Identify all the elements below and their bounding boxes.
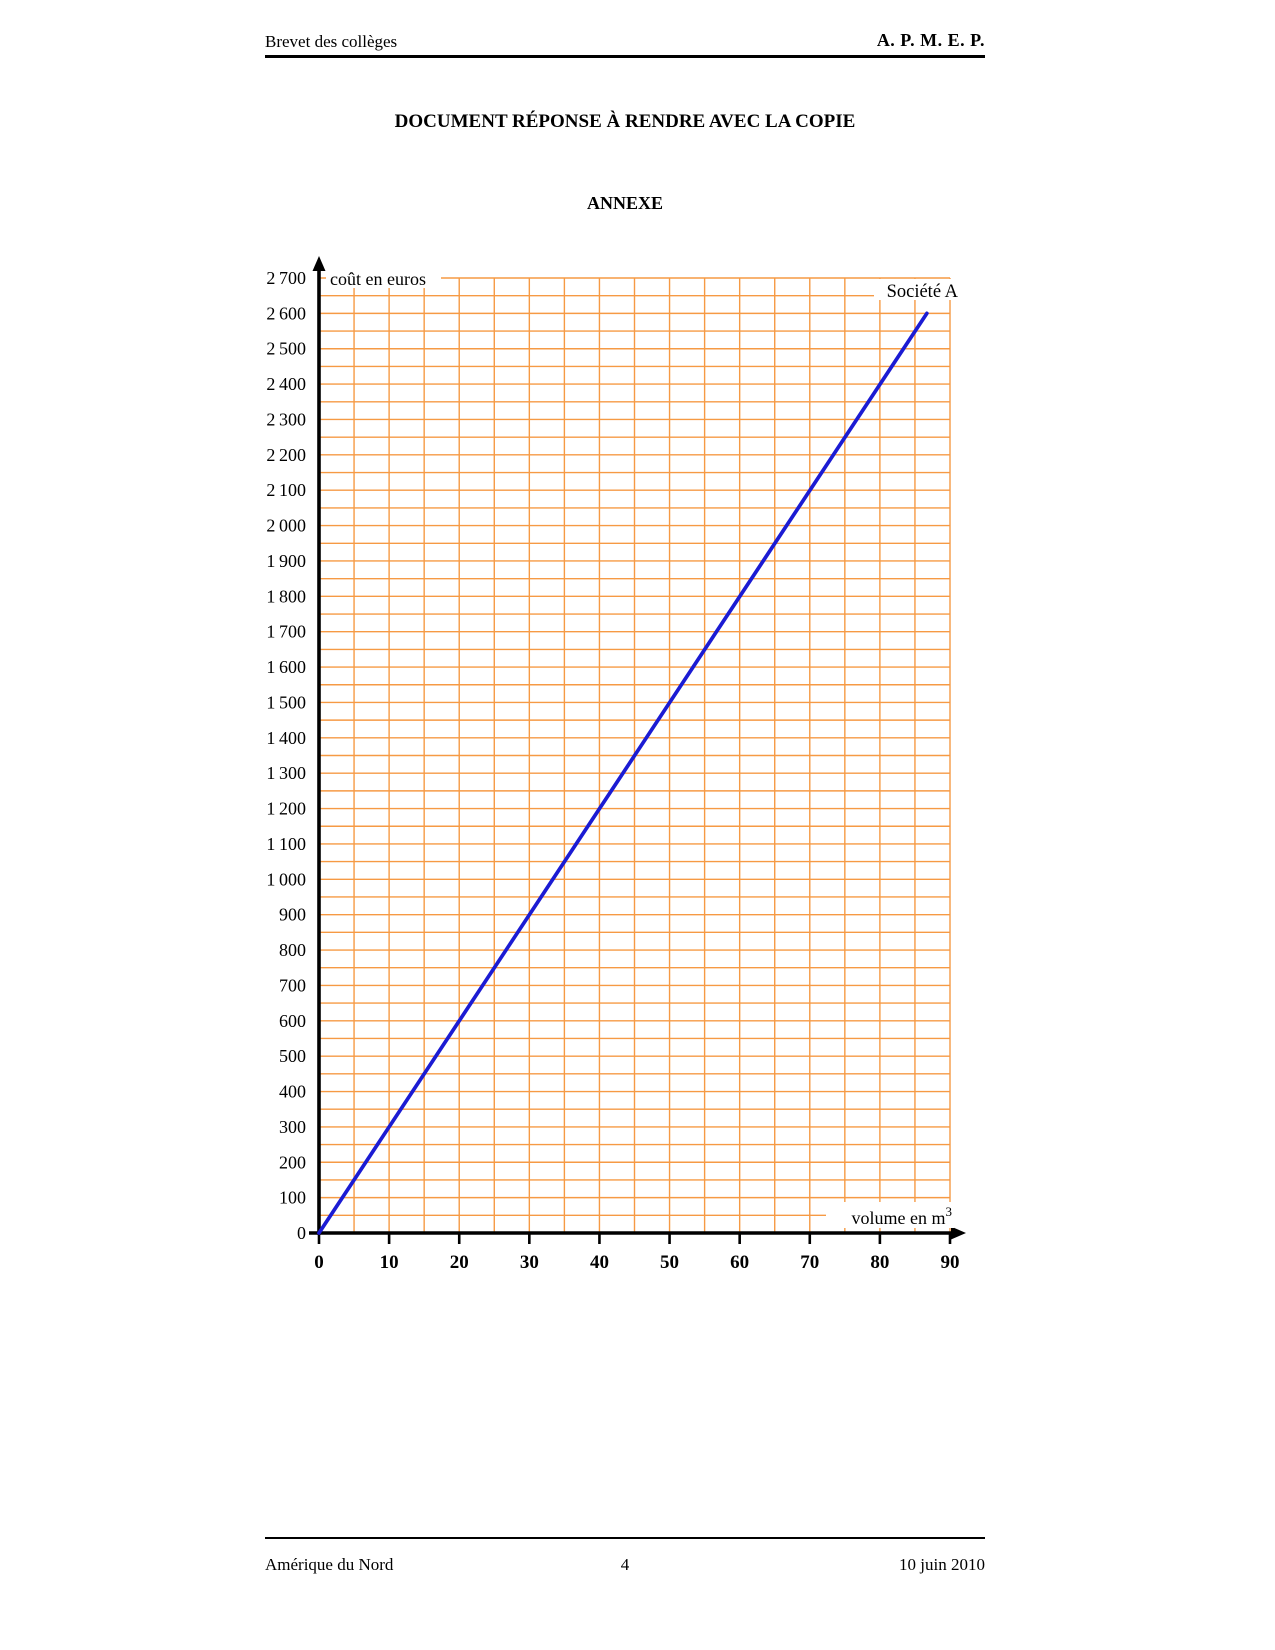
x-axis-title-superscript: 3 <box>946 1204 953 1219</box>
x-axis-arrowhead <box>951 1226 966 1240</box>
y-tick-label: 2 000 <box>266 516 306 536</box>
page-subtitle: ANNEXE <box>586 193 663 213</box>
x-tick-label: 20 <box>450 1252 469 1273</box>
y-axis-title-bg <box>326 268 441 288</box>
y-tick-label: 500 <box>279 1046 306 1066</box>
y-tick-label: 200 <box>279 1152 306 1172</box>
footer-left-text: Amérique du Nord <box>265 1555 394 1574</box>
y-tick-label: 300 <box>279 1117 306 1137</box>
page-title: DOCUMENT RÉPONSE À RENDRE AVEC LA COPIE <box>394 111 856 132</box>
y-tick-label: 1 700 <box>266 622 306 642</box>
series-label-bg <box>874 279 958 300</box>
x-tick-label: 60 <box>730 1252 749 1273</box>
y-tick-label: 1 600 <box>266 657 306 677</box>
y-tick-label: 2 400 <box>266 374 306 394</box>
y-tick-label: 1 400 <box>266 728 306 748</box>
x-tick-label: 0 <box>314 1252 324 1273</box>
y-tick-label: 1 100 <box>266 834 306 854</box>
x-tick-label: 10 <box>380 1252 399 1273</box>
series-label-societe-a: Société A <box>887 282 959 302</box>
footer-right-text: 10 juin 2010 <box>899 1555 985 1574</box>
x-tick-label: 50 <box>660 1252 679 1273</box>
y-tick-label: 2 600 <box>266 303 306 323</box>
y-tick-label: 2 200 <box>266 445 306 465</box>
y-tick-label: 1 000 <box>266 869 306 889</box>
header-right-text: A. P. M. E. P. <box>876 30 985 50</box>
y-tick-label: 900 <box>279 905 306 925</box>
series-line-societe-a <box>317 311 929 1235</box>
y-tick-label: 400 <box>279 1082 306 1102</box>
y-tick-label: 1 200 <box>266 799 306 819</box>
y-tick-label: 600 <box>279 1011 306 1031</box>
y-tick-label: 2 300 <box>266 409 306 429</box>
y-tick-label: 800 <box>279 940 306 960</box>
y-tick-label: 2 500 <box>266 339 306 359</box>
y-tick-label: 1 500 <box>266 692 306 712</box>
x-tick-label: 80 <box>870 1252 889 1273</box>
y-tick-label: 2 100 <box>266 480 306 500</box>
y-tick-label: 0 <box>297 1223 306 1243</box>
y-tick-label: 100 <box>279 1188 306 1208</box>
footer-rule <box>265 1537 985 1539</box>
x-tick-label: 30 <box>520 1252 539 1273</box>
x-axis-title-bg <box>826 1202 954 1228</box>
y-tick-label: 1 300 <box>266 763 306 783</box>
y-axis-title: coût en euros <box>330 269 426 289</box>
footer-page-number: 4 <box>620 1555 630 1574</box>
y-tick-label: 1 800 <box>266 586 306 606</box>
header-rule <box>265 55 985 58</box>
x-axis-title: volume en m3 <box>852 1204 952 1228</box>
y-tick-label: 2 700 <box>266 268 306 288</box>
x-tick-label: 70 <box>800 1252 819 1273</box>
y-axis-arrowhead <box>312 256 326 271</box>
x-tick-label: 90 <box>941 1252 960 1273</box>
header-left-text: Brevet des collèges <box>265 32 398 51</box>
y-tick-label: 1 900 <box>266 551 306 571</box>
y-tick-label: 700 <box>279 975 306 995</box>
x-tick-label: 40 <box>590 1252 609 1273</box>
